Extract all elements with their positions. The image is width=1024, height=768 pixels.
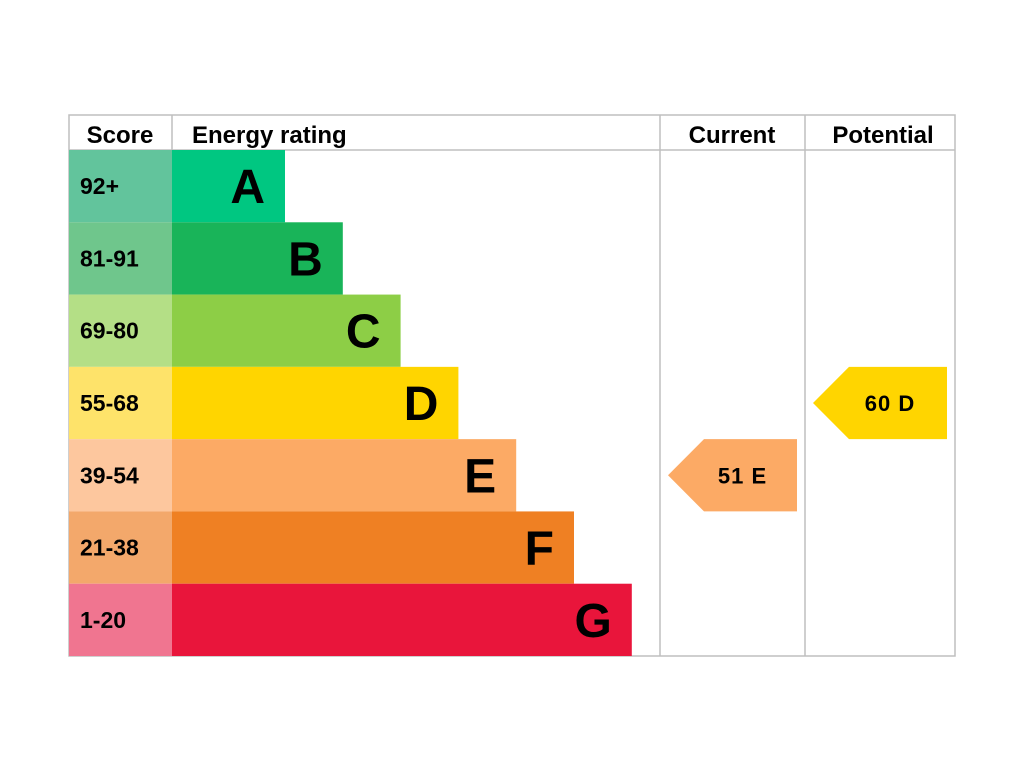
band-bar-g xyxy=(172,583,632,656)
band-bar-b xyxy=(172,222,343,295)
header-energy-rating: Energy rating xyxy=(192,122,347,149)
band-letter-f: F xyxy=(525,523,554,576)
rating-bands: 92+ A 81-91 B 69-80 C 55-68 D 39-54 E 21-38 F 1-20 G xyxy=(69,150,632,656)
score-cell-d xyxy=(69,366,172,440)
current-arrow xyxy=(668,439,797,512)
band-bar-e xyxy=(172,439,517,512)
band-letter-c: C xyxy=(346,306,381,359)
header-potential: Potential xyxy=(832,122,933,149)
score-label-a: 92+ xyxy=(80,173,119,199)
band-letter-g: G xyxy=(574,595,611,648)
band-letter-d: D xyxy=(404,378,439,431)
score-label-d: 55-68 xyxy=(80,390,139,416)
band-bar-a xyxy=(172,150,285,223)
potential-arrow xyxy=(813,366,947,440)
score-cell-b xyxy=(69,222,172,295)
band-letter-b: B xyxy=(288,233,323,286)
score-label-e: 39-54 xyxy=(80,462,139,488)
score-label-b: 81-91 xyxy=(80,245,139,271)
score-cell-g xyxy=(69,583,172,656)
score-cell-a xyxy=(69,150,172,223)
band-letter-a: A xyxy=(230,161,265,214)
band-bar-f xyxy=(172,511,574,584)
band-bar-d xyxy=(172,366,459,440)
band-letter-e: E xyxy=(464,450,496,503)
header-current: Current xyxy=(689,122,776,149)
score-label-c: 69-80 xyxy=(80,318,139,344)
score-cell-e xyxy=(69,439,172,512)
score-cell-c xyxy=(69,294,172,367)
score-label-f: 21-38 xyxy=(80,535,139,561)
band-bar-c xyxy=(172,294,401,367)
potential-arrow-label: 60 D xyxy=(865,391,915,416)
rating-arrows: 51 E 60 D xyxy=(668,366,947,512)
current-arrow-label: 51 E xyxy=(718,463,767,488)
header-score: Score xyxy=(87,122,154,149)
score-label-g: 1-20 xyxy=(80,607,126,633)
score-cell-f xyxy=(69,511,172,584)
